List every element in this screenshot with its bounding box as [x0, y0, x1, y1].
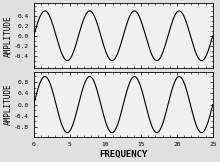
Y-axis label: AMPLITUDE: AMPLITUDE	[4, 15, 13, 57]
Y-axis label: AMPLITUDE: AMPLITUDE	[4, 84, 13, 125]
X-axis label: FREQUENCY: FREQUENCY	[99, 150, 147, 159]
